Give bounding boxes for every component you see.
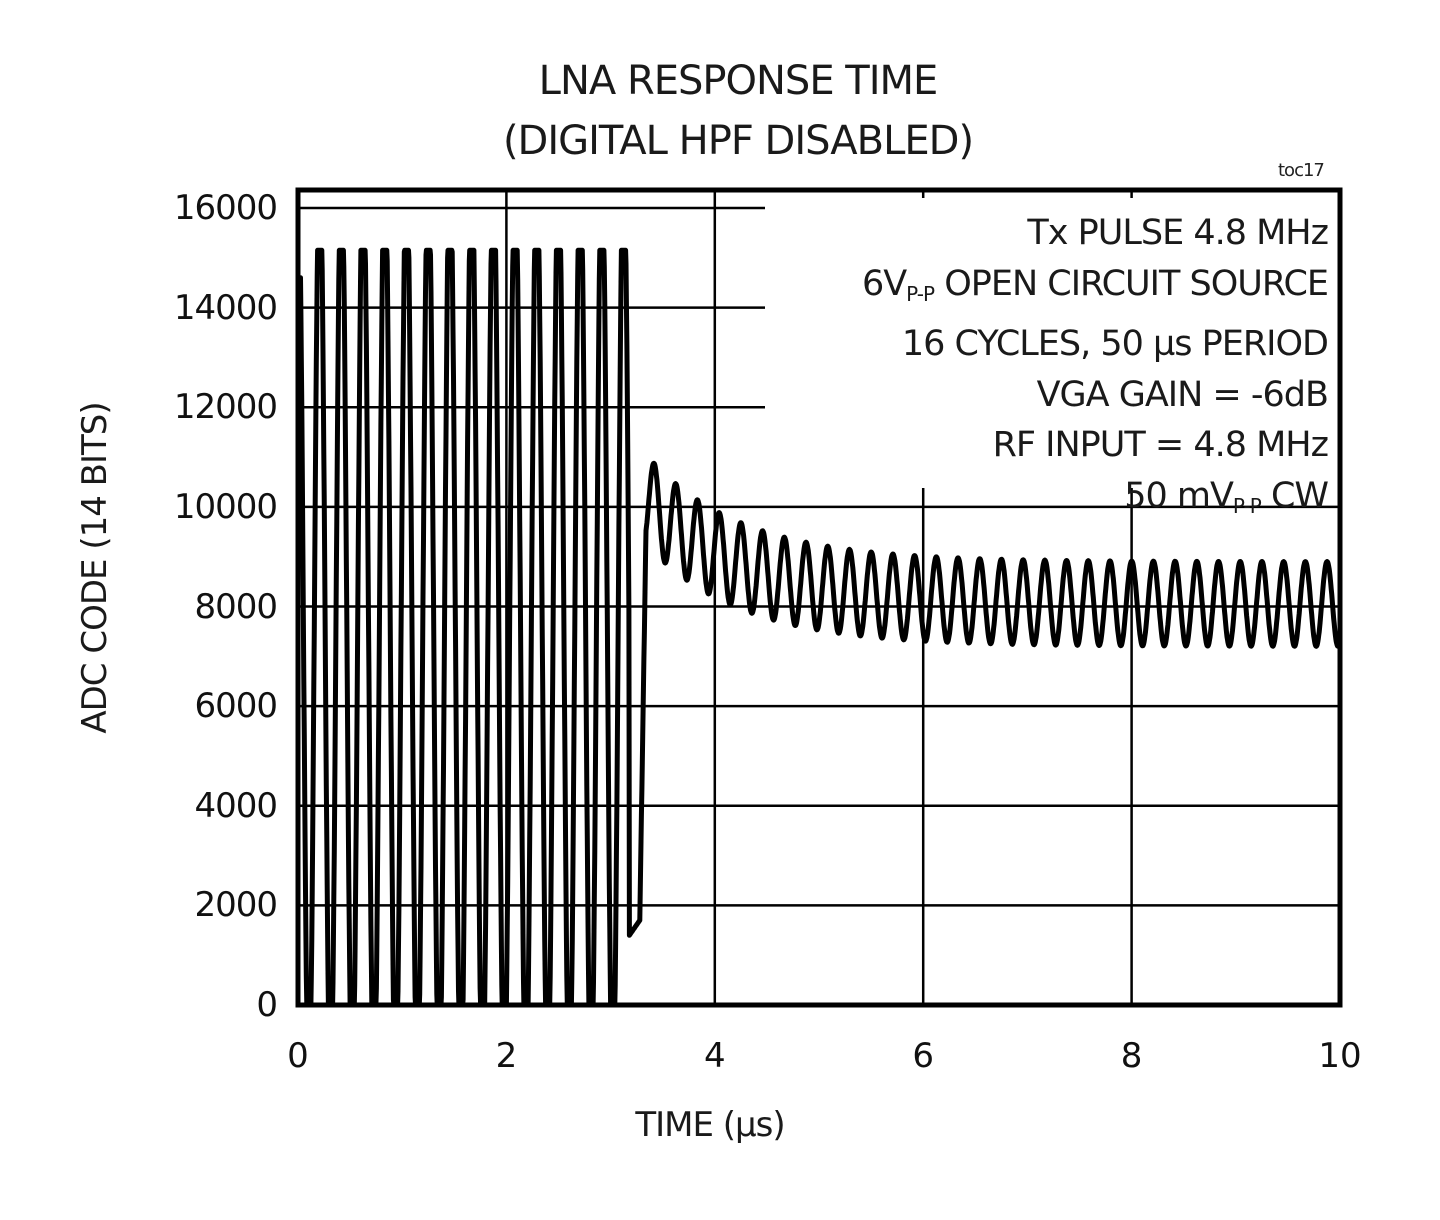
annotation-line: VGA GAIN = -6dB	[1036, 374, 1329, 415]
chart-title-line1: LNA RESPONSE TIME	[538, 58, 939, 104]
annotation-line: Tx PULSE 4.8 MHz	[1027, 213, 1329, 253]
x-tick-label: 4	[703, 1036, 726, 1076]
test-conditions-annotation: Tx PULSE 4.8 MHz 6VP-P OPEN CIRCUIT SOUR…	[861, 208, 1329, 531]
y-tick-label: 4000	[194, 785, 278, 826]
gridlines	[298, 190, 1340, 1005]
y-tick-label: 16000	[173, 188, 278, 228]
waveform-line	[295, 247, 1343, 1008]
x-tick-label: 10	[1318, 1036, 1362, 1076]
y-tick-label: 0	[256, 985, 278, 1025]
y-tick-label: 10000	[173, 486, 278, 527]
y-tick-label: 8000	[194, 586, 278, 627]
chart-title-line2: (DIGITAL HPF DISABLED)	[502, 118, 974, 164]
x-tick-label: 6	[912, 1036, 935, 1076]
x-axis-label: TIME (µs)	[635, 1105, 785, 1145]
y-tick-label: 6000	[194, 686, 278, 727]
figure-id: toc17	[1278, 160, 1325, 181]
annotation-line: 50 mVP-P CW	[1124, 475, 1329, 518]
annotation-line: RF INPUT = 4.8 MHz	[992, 425, 1329, 465]
x-tick-label: 2	[495, 1036, 518, 1076]
plot-frame	[295, 187, 1343, 1008]
y-tick-label: 2000	[194, 885, 278, 926]
annotation-line: 16 CYCLES, 50 µs PERIOD	[901, 324, 1329, 364]
x-tick-label: 8	[1120, 1036, 1143, 1076]
y-tick-label: 14000	[173, 287, 278, 328]
y-tick-label: 12000	[173, 387, 278, 428]
x-tick-label: 0	[287, 1036, 309, 1076]
annotation-line: 6VP-P OPEN CIRCUIT SOURCE	[861, 263, 1329, 306]
